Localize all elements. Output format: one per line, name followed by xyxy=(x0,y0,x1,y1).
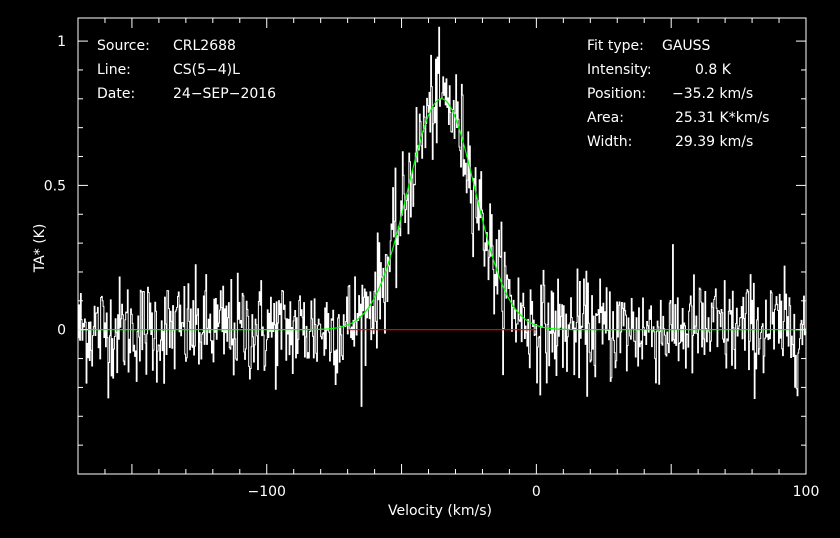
plot-frame xyxy=(77,17,807,475)
source-value: CRL2688 xyxy=(173,38,236,54)
x-tick-label: −100 xyxy=(248,484,286,500)
gaussian-fit-curve xyxy=(78,98,806,331)
fit-width-value: 29.39 km/s xyxy=(675,134,753,150)
fit-intensity-label: Intensity: xyxy=(587,62,652,78)
fit-area-value: 25.31 K*km/s xyxy=(675,110,769,126)
x-tick-label: 100 xyxy=(793,484,820,500)
x-axis-title: Velocity (km/s) xyxy=(388,503,492,519)
source-label: Source: xyxy=(97,38,150,54)
tick-layer: −100 0 100 0 0.5 1 xyxy=(44,18,820,500)
fit-area-label: Area: xyxy=(587,110,624,126)
fit-intensity-value: 0.8 K xyxy=(695,62,732,78)
fit-type-label: Fit type: xyxy=(587,38,644,54)
fit-type-value: GAUSS xyxy=(662,38,711,54)
spectrum-trace xyxy=(78,26,806,407)
date-label: Date: xyxy=(97,86,135,102)
fit-width-label: Width: xyxy=(587,134,632,150)
line-label: Line: xyxy=(97,62,131,78)
y-tick-label: 0.5 xyxy=(44,178,66,194)
y-axis-title: TA* (K) xyxy=(32,224,48,274)
data-layer xyxy=(78,26,806,407)
line-value: CS(5−4)L xyxy=(173,62,240,78)
y-tick-label: 1 xyxy=(57,34,66,50)
fit-position-value: −35.2 km/s xyxy=(672,86,753,102)
date-value: 24−SEP−2016 xyxy=(173,86,276,102)
fit-position-label: Position: xyxy=(587,86,646,102)
y-tick-label: 0 xyxy=(57,323,66,339)
x-tick-label: 0 xyxy=(532,484,541,500)
